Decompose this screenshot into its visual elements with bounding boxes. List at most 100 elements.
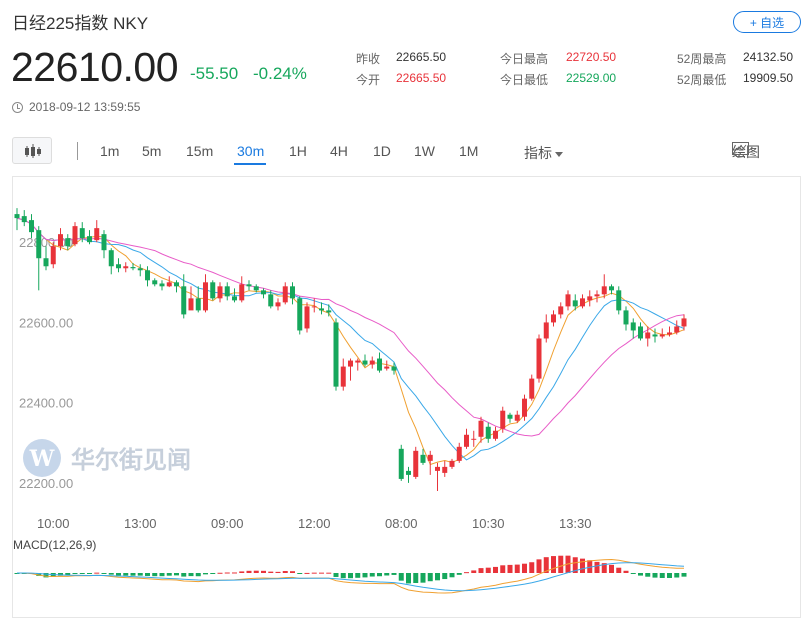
candle-body bbox=[123, 266, 129, 269]
chart-toolbar: 1m 5m 15m 30m 1H 4H 1D 1W 1M 指标 绘图 bbox=[12, 137, 801, 165]
macd-histogram-bar bbox=[58, 573, 63, 576]
macd-histogram-bar bbox=[253, 570, 259, 573]
macd-histogram-bar bbox=[326, 572, 332, 574]
macd-histogram-bar bbox=[536, 559, 542, 573]
macd-histogram-bar bbox=[123, 573, 129, 576]
macd-histogram-bar bbox=[442, 573, 448, 580]
candle-body bbox=[427, 454, 433, 461]
candle-body bbox=[145, 270, 150, 281]
macd-histogram-bar bbox=[108, 573, 114, 575]
macd-histogram-bar bbox=[667, 573, 672, 578]
macd-dea-line bbox=[17, 562, 685, 592]
candle-body bbox=[203, 282, 208, 311]
macd-histogram-bar bbox=[616, 567, 622, 573]
macd-histogram-bar bbox=[145, 573, 150, 576]
candle-body bbox=[311, 306, 317, 308]
macd-histogram-bar bbox=[246, 570, 252, 573]
period-tab-30m[interactable]: 30m bbox=[237, 143, 265, 159]
macd-histogram-bar bbox=[282, 571, 288, 573]
candle-body bbox=[275, 302, 281, 307]
ma-line-ma20 bbox=[16, 217, 685, 437]
candle-body bbox=[14, 214, 20, 219]
candlestick-icon bbox=[25, 144, 41, 158]
indicator-dropdown[interactable]: 指标 bbox=[524, 143, 563, 163]
period-tab-1m[interactable]: 1M bbox=[459, 143, 479, 159]
watermark-logo-letter: W bbox=[29, 446, 55, 472]
candle-body bbox=[659, 334, 665, 337]
macd-histogram-bar bbox=[507, 564, 513, 573]
macd-histogram-bar bbox=[659, 573, 665, 578]
candle-body bbox=[297, 298, 303, 331]
macd-histogram-bar bbox=[181, 573, 187, 577]
macd-histogram-bar bbox=[166, 573, 172, 576]
candle-body bbox=[326, 310, 332, 313]
clock-icon bbox=[12, 101, 23, 113]
macd-histogram-bar bbox=[94, 572, 100, 574]
macd-histogram-bar bbox=[65, 573, 71, 576]
candle-body bbox=[65, 238, 71, 247]
macd-histogram-bar bbox=[681, 573, 687, 577]
macd-histogram-bar bbox=[435, 573, 440, 581]
week52-low-label: 52周最低 bbox=[677, 73, 727, 87]
candle-body bbox=[362, 360, 368, 365]
macd-histogram-bar bbox=[232, 572, 237, 574]
macd-histogram-bar bbox=[116, 573, 121, 576]
macd-histogram-bar bbox=[174, 573, 179, 576]
candlestick-mode-button[interactable] bbox=[12, 137, 52, 164]
candle-body bbox=[580, 298, 585, 307]
period-tab-1h[interactable]: 1H bbox=[289, 143, 307, 159]
candle-body bbox=[645, 332, 651, 339]
period-tab-1m[interactable]: 1m bbox=[100, 143, 120, 159]
candle-body bbox=[369, 360, 375, 365]
candle-body bbox=[435, 466, 440, 471]
ma-line-ma10 bbox=[16, 217, 685, 461]
candle-body bbox=[217, 286, 223, 299]
candle-body bbox=[558, 306, 564, 315]
macd-histogram-bar bbox=[311, 572, 317, 574]
macd-dif-line bbox=[16, 558, 684, 594]
watermark-logo-icon bbox=[23, 439, 61, 477]
macd-histogram-bar bbox=[464, 572, 469, 574]
macd-histogram-bar bbox=[290, 571, 295, 573]
candle-body bbox=[667, 332, 672, 335]
candle-body bbox=[413, 450, 419, 477]
candle-body bbox=[464, 434, 469, 447]
macd-histogram-bar bbox=[369, 573, 375, 577]
macd-histogram-bar bbox=[362, 573, 368, 578]
macd-histogram-bar bbox=[529, 562, 535, 573]
candle-body bbox=[43, 258, 49, 267]
x-tick-label: 13:30 bbox=[559, 516, 592, 531]
candle-body bbox=[137, 268, 143, 271]
macd-histogram-bar bbox=[478, 568, 484, 573]
candle-body bbox=[601, 286, 607, 295]
macd-histogram-bar bbox=[304, 572, 310, 574]
macd-histogram-bar bbox=[543, 557, 549, 573]
macd-histogram-bar bbox=[645, 573, 651, 577]
open-value: 22665.50 bbox=[396, 71, 447, 85]
period-tab-5m[interactable]: 5m bbox=[142, 143, 162, 159]
period-tab-1w[interactable]: 1W bbox=[414, 143, 435, 159]
period-tab-4h[interactable]: 4H bbox=[330, 143, 348, 159]
macd-histogram-bar bbox=[630, 573, 636, 574]
chart-area[interactable]: W 华尔街见闻 22200.00 22400.00 22600.00 22800.00 10… bbox=[12, 176, 801, 618]
candle-body bbox=[166, 282, 172, 287]
macd-histogram-bar bbox=[152, 573, 158, 577]
add-to-watchlist-button[interactable]: + 自选 bbox=[733, 11, 801, 33]
macd-histogram-bar bbox=[340, 573, 346, 579]
candle-body bbox=[355, 360, 361, 363]
macd-histogram-bar bbox=[43, 573, 49, 578]
watermark-text: 华尔街见闻 bbox=[71, 446, 191, 474]
day-high-label: 今日最高 bbox=[500, 52, 549, 66]
x-tick-label: 10:30 bbox=[472, 516, 505, 531]
candle-body bbox=[384, 366, 390, 369]
candle-body bbox=[159, 283, 165, 287]
period-tab-15m[interactable]: 15m bbox=[186, 143, 214, 159]
draw-button[interactable]: 绘图 bbox=[732, 142, 760, 162]
draw-tool-icon bbox=[732, 142, 749, 157]
day-low-value: 22529.00 bbox=[566, 71, 617, 85]
candle-body bbox=[449, 460, 455, 467]
candle-body bbox=[638, 326, 643, 339]
candle-body bbox=[551, 314, 556, 323]
period-tab-1d[interactable]: 1D bbox=[373, 143, 391, 159]
candle-body bbox=[514, 414, 520, 421]
